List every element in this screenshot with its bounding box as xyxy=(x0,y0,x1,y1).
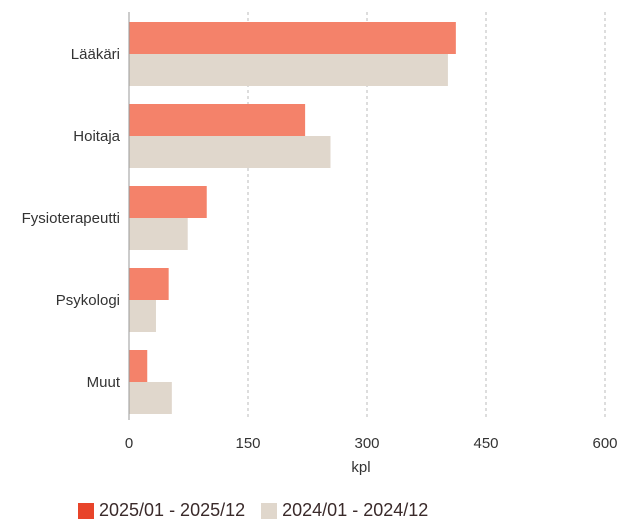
bar-2024[interactable] xyxy=(129,218,188,250)
category-label: Fysioterapeutti xyxy=(22,210,120,227)
category-labels: Lääkäri Hoitaja Fysioterapeutti Psykologi Mu… xyxy=(22,46,121,391)
legend-swatch-2025 xyxy=(78,502,94,519)
category-label: Muut xyxy=(87,374,121,391)
legend: 2025/01 - 2025/12 2024/01 - 2024/12 xyxy=(78,500,444,521)
bar-2024[interactable] xyxy=(129,300,156,332)
bars-group xyxy=(129,22,456,414)
x-tick-label: 0 xyxy=(125,435,133,452)
legend-swatch-2024 xyxy=(261,502,278,519)
x-tick-label: 450 xyxy=(473,435,498,452)
category-label: Lääkäri xyxy=(71,46,120,63)
legend-item-2024[interactable]: 2024/01 - 2024/12 xyxy=(261,500,428,521)
bar-2024[interactable] xyxy=(129,382,172,414)
x-tick-label: 150 xyxy=(235,435,260,452)
bar-2025[interactable] xyxy=(129,22,456,54)
bar-2024[interactable] xyxy=(129,136,331,168)
category-label: Psykologi xyxy=(56,292,120,309)
bar-chart: Lääkäri Hoitaja Fysioterapeutti Psykologi Mu… xyxy=(22,12,618,476)
x-tick-labels: 0 150 300 450 600 xyxy=(125,435,618,452)
legend-label-2024: 2024/01 - 2024/12 xyxy=(282,500,429,520)
bar-2025[interactable] xyxy=(129,104,306,136)
bar-2025[interactable] xyxy=(129,350,148,382)
x-tick-label: 300 xyxy=(354,435,379,452)
legend-label-2025: 2025/01 - 2025/12 xyxy=(99,500,246,520)
x-axis-label: kpl xyxy=(351,459,370,476)
category-label: Hoitaja xyxy=(73,128,120,145)
legend-item-2025[interactable]: 2025/01 - 2025/12 xyxy=(78,500,245,521)
x-tick-label: 600 xyxy=(592,435,617,452)
bar-2024[interactable] xyxy=(129,54,448,86)
bar-2025[interactable] xyxy=(129,186,207,218)
bar-2025[interactable] xyxy=(129,268,169,300)
